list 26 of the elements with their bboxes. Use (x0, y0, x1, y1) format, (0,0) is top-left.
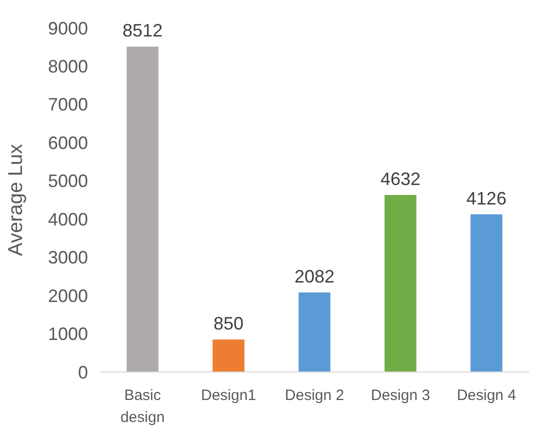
bar (298, 292, 330, 372)
data-label: 4126 (466, 188, 506, 208)
y-tick-label: 0 (78, 362, 88, 382)
data-label: 2082 (294, 266, 335, 286)
data-label: 4632 (380, 168, 420, 189)
bar (126, 46, 158, 372)
x-tick-label: Design 2 (284, 387, 344, 404)
y-tick-label: 3000 (48, 248, 88, 268)
x-tick-label: Design1 (201, 387, 256, 404)
x-tick-label: Design 4 (456, 387, 516, 404)
data-label: 8512 (122, 20, 163, 41)
bar (212, 340, 244, 372)
y-tick-label: 1000 (48, 324, 88, 344)
y-tick-label: 6000 (48, 132, 88, 153)
y-axis-title: Average Lux (5, 144, 27, 256)
y-tick-label: 2000 (48, 286, 88, 306)
y-tick-label: 7000 (48, 94, 88, 115)
y-tick-label: 4000 (48, 209, 88, 230)
data-label: 850 (214, 314, 244, 334)
x-tick-label: Design 3 (370, 387, 430, 404)
x-tick-label: Basic design (120, 387, 165, 426)
y-tick-label: 5000 (48, 171, 88, 192)
bar (470, 214, 502, 372)
y-tick-label: 8000 (48, 56, 88, 77)
bar (384, 194, 416, 372)
y-tick-label: 9000 (48, 18, 88, 38)
